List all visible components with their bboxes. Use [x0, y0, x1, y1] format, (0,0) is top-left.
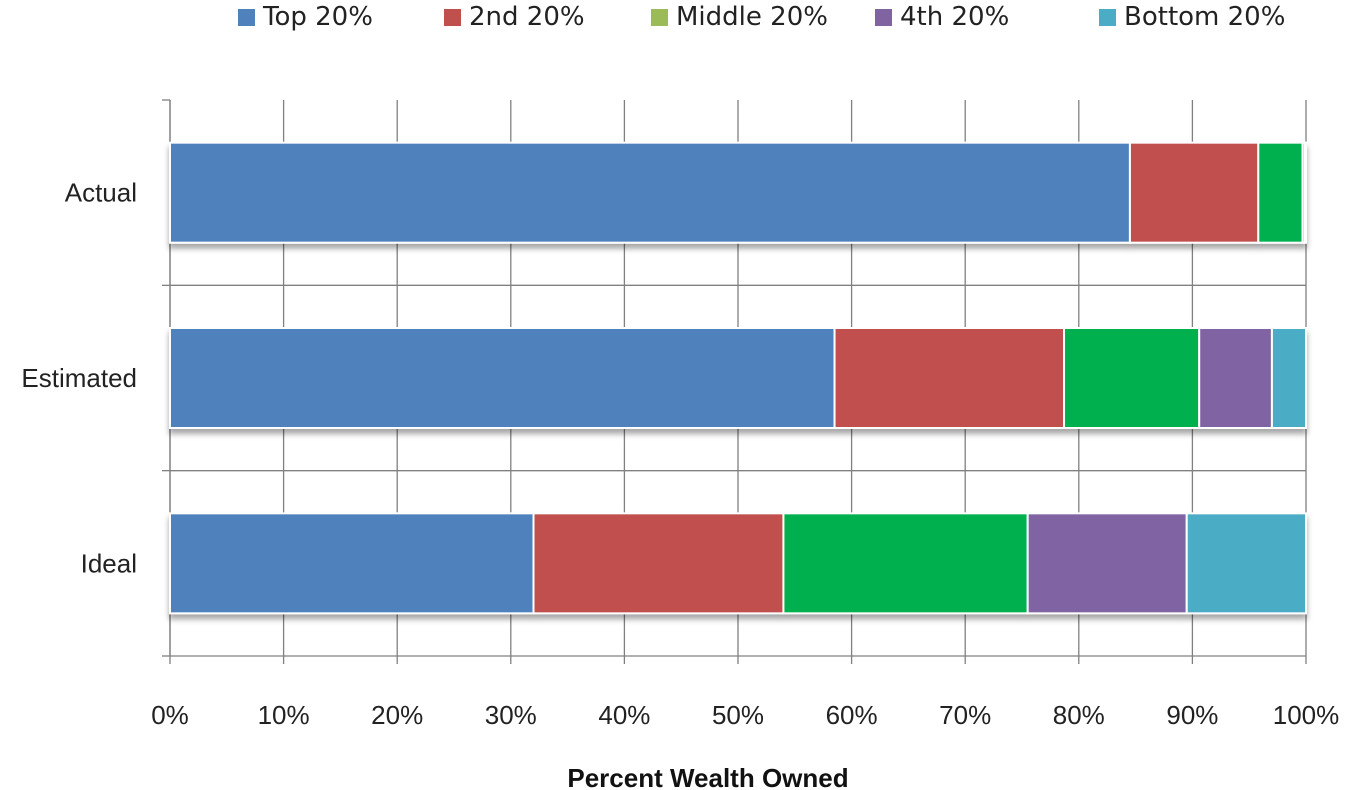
legend-item-2nd: 2nd 20%	[444, 0, 585, 34]
legend-label-2nd: 2nd 20%	[469, 2, 585, 32]
tick-labels: 0% 10% 20% 30% 40% 50% 60% 70% 80% 90% 100% Actual E…	[21, 178, 1339, 730]
bar-segment	[532, 512, 785, 615]
x-tick-label: 30%	[485, 700, 537, 730]
legend-swatch-bottom	[1099, 8, 1116, 26]
legend-swatch-2nd	[444, 8, 461, 26]
bar-segment	[169, 512, 535, 615]
bar-segment	[1063, 327, 1201, 429]
bar-segment	[782, 512, 1029, 615]
legend-item-middle: Middle 20%	[651, 0, 828, 34]
bar-group	[169, 141, 1308, 244]
bar-segment	[1128, 141, 1260, 244]
bar-segment	[1026, 512, 1188, 615]
legend-label-4th: 4th 20%	[900, 2, 1010, 32]
bar-segment	[833, 327, 1066, 429]
bar-segment	[1270, 327, 1308, 429]
bars	[169, 141, 1308, 615]
x-tick-label: 20%	[371, 700, 423, 730]
legend-swatch-4th	[875, 8, 892, 26]
legend-label-top: Top 20%	[263, 2, 373, 32]
y-category-label: Actual	[65, 178, 137, 208]
bar-group	[169, 327, 1308, 429]
x-tick-label: 80%	[1053, 700, 1105, 730]
legend-swatch-middle	[651, 8, 668, 26]
bar-segment	[1303, 141, 1308, 244]
bar-group	[169, 512, 1307, 615]
bar-segment	[1198, 327, 1273, 429]
x-tick-label: 10%	[258, 700, 310, 730]
bar-segment	[1185, 512, 1307, 615]
x-tick-label: 50%	[712, 700, 764, 730]
legend-item-4th: 4th 20%	[875, 0, 1009, 34]
bar-segment	[169, 141, 1131, 244]
x-axis-title: Percent Wealth Owned	[567, 763, 848, 790]
legend-label-middle: Middle 20%	[676, 2, 828, 32]
x-tick-label: 70%	[939, 700, 991, 730]
x-tick-label: 90%	[1166, 700, 1218, 730]
x-tick-label: 0%	[151, 700, 189, 730]
x-tick-label: 100%	[1273, 700, 1340, 730]
legend-label-bottom: Bottom 20%	[1124, 2, 1286, 32]
bar-segment	[169, 327, 836, 429]
legend-swatch-top	[238, 8, 255, 26]
x-tick-label: 40%	[598, 700, 650, 730]
y-category-label: Estimated	[21, 363, 137, 393]
x-tick-label: 60%	[826, 700, 878, 730]
legend-item-bottom: Bottom 20%	[1099, 0, 1285, 34]
bar-segment	[1257, 141, 1304, 244]
legend-item-top: Top 20%	[238, 0, 373, 34]
y-category-label: Ideal	[81, 548, 137, 578]
legend: Top 20% 2nd 20% Middle 20% 4th 20% Botto…	[0, 0, 1350, 34]
